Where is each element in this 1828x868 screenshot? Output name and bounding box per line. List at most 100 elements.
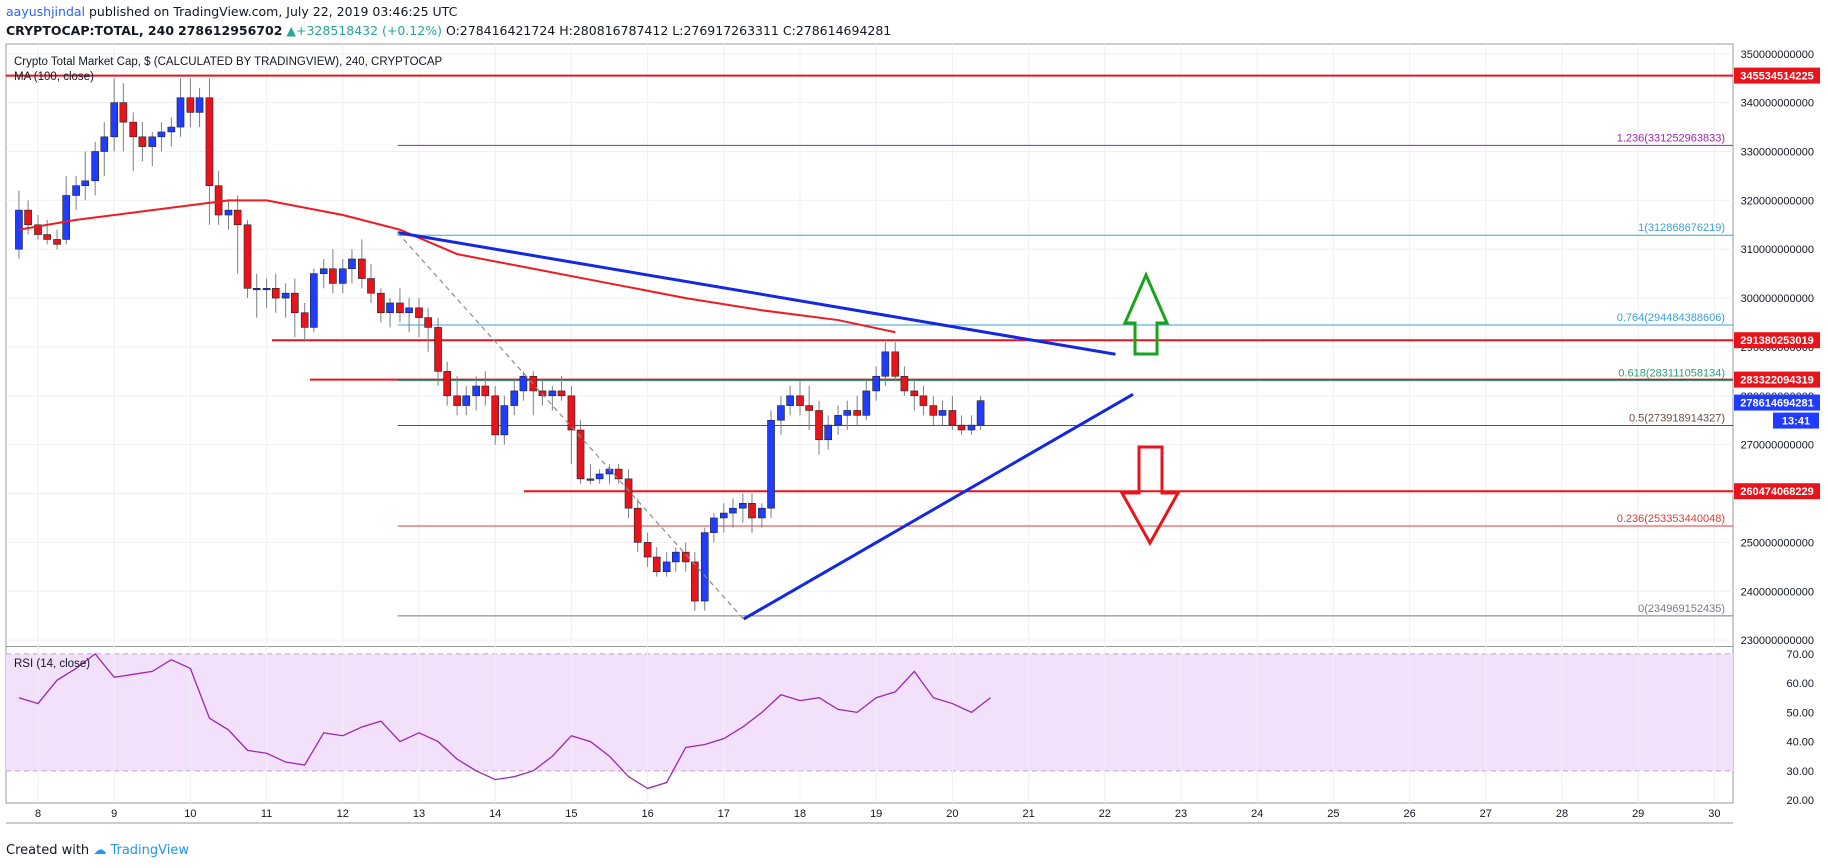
time-tick-label: 19 <box>870 808 882 820</box>
candle-up <box>262 288 271 291</box>
time-tick-label: 27 <box>1480 808 1492 820</box>
price-tag-label: 291380253019 <box>1740 335 1813 347</box>
candle-down <box>300 312 309 328</box>
price-tick-label: 250000000000 <box>1741 537 1814 549</box>
price-tag-label: 345534514225 <box>1740 71 1813 83</box>
fib-level-label: 1.236(331252963833) <box>1617 132 1725 144</box>
candle-down <box>900 375 909 392</box>
change-up-icon: ▲ <box>286 23 296 38</box>
candle-down <box>453 395 461 406</box>
time-tick-label: 28 <box>1556 808 1568 820</box>
candle-up <box>510 390 519 406</box>
candle-up <box>843 410 852 416</box>
time-tick-label: 9 <box>111 808 117 820</box>
time-tick-label: 16 <box>641 808 653 820</box>
author-link[interactable]: aayushjindal <box>6 4 86 19</box>
candle-up <box>595 473 604 480</box>
price-tag-label: 283322094319 <box>1740 375 1813 387</box>
close-value: 278614694281 <box>795 23 892 38</box>
candle-up <box>472 385 480 397</box>
candle-down <box>557 390 566 397</box>
rsi-pane <box>18 652 991 790</box>
rsi-tick-label: 40.00 <box>1786 737 1814 749</box>
upside-arrow-icon <box>1122 271 1170 356</box>
candle-up <box>767 419 775 509</box>
price-tag-label: 260474068229 <box>1740 486 1813 498</box>
candle-down <box>633 507 642 543</box>
candles[interactable] <box>15 78 985 611</box>
fib-level-label: 0.5(273918914327) <box>1629 413 1725 425</box>
rsi-band <box>6 653 1733 771</box>
candle-down <box>34 224 42 235</box>
symbol-label: CRYPTOCAP:TOTAL, 240 <box>6 23 175 38</box>
created-with-label: Created with <box>6 843 90 858</box>
candle-down <box>233 209 242 226</box>
low-value: 276917263311 <box>683 23 779 38</box>
candle-up <box>338 268 347 284</box>
candle-down <box>929 405 938 416</box>
time-tick-label: 15 <box>565 808 577 820</box>
high-label: H: <box>559 23 573 38</box>
rsi-legend: RSI (14, close) <box>14 658 90 670</box>
rsi-line <box>18 652 991 790</box>
candle-up <box>834 415 842 426</box>
candle-down <box>424 317 432 328</box>
candle-down <box>957 424 966 431</box>
candle-down <box>377 292 385 314</box>
candle-up <box>310 273 318 328</box>
candle-down <box>652 556 661 573</box>
candle-up <box>224 209 233 216</box>
price-tag <box>1734 332 1820 349</box>
price-tick-label: 300000000000 <box>1741 293 1814 305</box>
price-tag <box>1734 371 1820 388</box>
candle-down <box>624 478 633 509</box>
open-label: O: <box>445 23 460 38</box>
time-tick-label: 8 <box>35 808 41 820</box>
last-price: 278612956702 <box>178 23 283 38</box>
candle-up <box>739 503 747 509</box>
close-label: C: <box>782 23 796 38</box>
candle-down <box>796 395 804 406</box>
candle-up <box>729 507 737 514</box>
price-tick-label: 340000000000 <box>1741 98 1814 110</box>
candle-up <box>938 410 947 416</box>
time-tick-label: 10 <box>184 808 196 820</box>
candle-down <box>358 258 366 279</box>
rsi-tick-label: 70.00 <box>1786 649 1814 661</box>
time-tick-label: 24 <box>1251 808 1263 820</box>
fib-level-label: 1(312868676219) <box>1638 222 1725 234</box>
footer: Created with ☁ TradingView <box>6 843 189 858</box>
candle-down <box>367 278 375 294</box>
candle-down <box>643 542 652 558</box>
fib-level-label: 0(234969152435) <box>1638 603 1725 615</box>
level-lines: 1.236(331252963833) 1(312868676219) 0.764(… <box>6 74 1733 617</box>
candle-up <box>462 395 471 406</box>
candle-down <box>805 405 813 411</box>
candle-up <box>62 195 71 240</box>
price-tick-label: 240000000000 <box>1741 586 1814 598</box>
candle-down <box>43 234 51 240</box>
trendlines <box>397 231 1134 621</box>
candle-down <box>567 395 576 431</box>
candle-up <box>167 126 176 133</box>
price-tick-label: 310000000000 <box>1741 244 1814 256</box>
candle-down <box>815 410 823 441</box>
tradingview-logo-icon: ☁ <box>93 843 107 858</box>
candle-down <box>853 410 861 416</box>
chart-header: aayushjindal published on TradingView.co… <box>6 2 1806 40</box>
bullish-trendline <box>742 393 1134 621</box>
open-value: 278416421724 <box>459 23 556 38</box>
publish-info: published on TradingView.com, July 22, 2… <box>89 4 458 19</box>
moving-average <box>18 199 896 334</box>
candle-up <box>700 532 709 602</box>
candle-down <box>415 307 423 318</box>
candle-up <box>967 424 976 431</box>
countdown-tag <box>1773 412 1819 429</box>
candle-down <box>53 239 61 245</box>
time-tick-label: 26 <box>1403 808 1415 820</box>
axes: 8 9 10 11 12 13 14 15 16 17 18 19 20 21 22 23 24 25 26 27 28… <box>35 49 1820 820</box>
ma-legend: MA (100, close) <box>14 71 94 83</box>
candle-down <box>891 351 900 377</box>
tradingview-brand[interactable]: TradingView <box>110 843 189 858</box>
